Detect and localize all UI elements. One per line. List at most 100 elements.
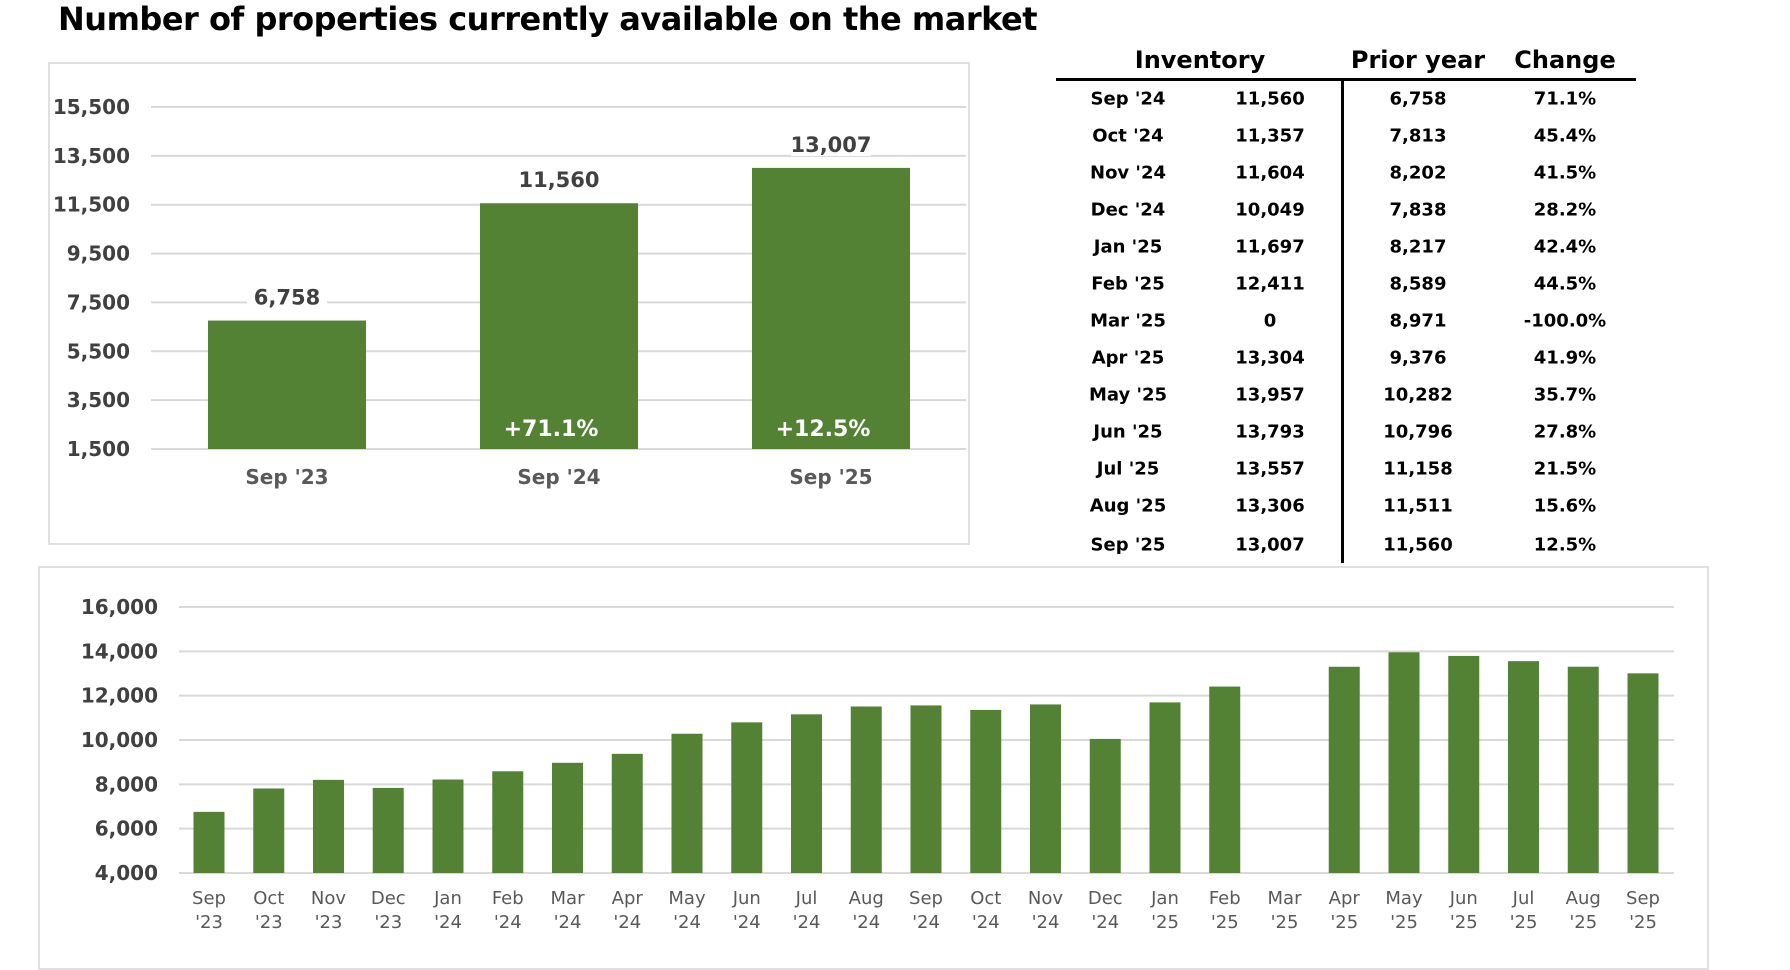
y-tick-label: 8,000	[95, 772, 158, 796]
page-title: Number of properties currently available…	[58, 0, 1038, 38]
change-cell: 28.2%	[1533, 199, 1597, 221]
inner-change-label: +71.1%	[504, 417, 599, 442]
y-tick-label: 15,500	[53, 95, 130, 119]
inner-change-label: +12.5%	[776, 417, 871, 442]
table-header: Prior year	[1350, 46, 1486, 74]
prior-year-cell: 6,758	[1389, 88, 1447, 110]
bar	[731, 722, 763, 873]
bar	[313, 779, 344, 873]
inventory-cell: 13,957	[1235, 384, 1305, 406]
y-tick-label: 7,500	[67, 290, 130, 314]
bar	[552, 762, 583, 873]
inventory-cell: 0	[1263, 310, 1277, 332]
data-label-bg	[519, 165, 599, 192]
x-tick-label: Sep '25	[1626, 888, 1660, 933]
bar	[1508, 661, 1539, 873]
y-tick-label: 16,000	[81, 595, 158, 619]
month-cell: Oct '24	[1092, 125, 1164, 147]
x-tick-label: Aug '25	[1566, 888, 1601, 933]
inventory-cell: 11,357	[1235, 125, 1305, 147]
x-tick-label: Sep '24	[517, 465, 600, 489]
y-tick-label: 14,000	[81, 639, 158, 663]
x-tick-label: Sep '25	[789, 465, 872, 489]
bar	[752, 167, 910, 449]
inventory-cell: 13,306	[1235, 495, 1305, 517]
y-tick-label: 4,000	[95, 861, 158, 885]
change-cell: 41.9%	[1533, 347, 1597, 369]
inventory-cell: 13,007	[1235, 534, 1305, 556]
bar	[372, 787, 404, 873]
bar	[1448, 655, 1480, 873]
x-tick-label: Jun '25	[1449, 888, 1478, 933]
change-cell: 41.5%	[1533, 162, 1597, 184]
prior-year-cell: 10,796	[1383, 421, 1453, 443]
change-cell: 21.5%	[1533, 458, 1597, 480]
inventory-cell: 13,793	[1235, 421, 1305, 443]
change-cell: 35.7%	[1533, 384, 1597, 406]
inventory-cell: 12,411	[1235, 273, 1305, 295]
prior-year-cell: 10,282	[1383, 384, 1453, 406]
month-cell: Jul '25	[1096, 458, 1160, 480]
data-label-bg	[247, 282, 327, 309]
x-tick-label: Oct '23	[253, 888, 284, 933]
bar	[791, 714, 822, 873]
x-tick-label: Oct '24	[970, 888, 1001, 933]
x-tick-label: Jun '24	[732, 888, 761, 933]
table-header: Inventory	[1134, 46, 1266, 74]
y-tick-label: 11,500	[53, 193, 130, 217]
month-cell: Sep '24	[1090, 88, 1166, 110]
change-cell: 42.4%	[1533, 236, 1597, 258]
bar	[1209, 686, 1241, 873]
bar	[492, 771, 524, 873]
change-cell: 71.1%	[1533, 88, 1597, 110]
month-cell: Apr '25	[1091, 347, 1165, 369]
x-tick-label: Nov '23	[311, 888, 346, 933]
month-cell: Aug '25	[1089, 495, 1167, 517]
bar	[1567, 666, 1599, 873]
prior-year-cell: 8,589	[1389, 273, 1447, 295]
bar	[193, 811, 225, 873]
y-tick-label: 9,500	[67, 242, 130, 266]
x-tick-label: Jan '25	[1150, 888, 1179, 933]
bar	[910, 705, 942, 873]
data-label: 13,007	[790, 133, 871, 157]
change-cell: 27.8%	[1533, 421, 1597, 443]
month-cell: Dec '24	[1090, 199, 1166, 221]
x-tick-label: Sep '23	[192, 888, 226, 933]
month-cell: Jun '25	[1093, 421, 1163, 443]
inventory-cell: 13,304	[1235, 347, 1305, 369]
y-tick-label: 12,000	[81, 684, 158, 708]
inventory-cell: 11,697	[1235, 236, 1305, 258]
change-cell: 12.5%	[1533, 534, 1597, 556]
y-tick-label: 6,000	[95, 817, 158, 841]
y-tick-label: 10,000	[81, 728, 158, 752]
prior-year-cell: 7,813	[1389, 125, 1447, 147]
y-tick-label: 5,500	[67, 339, 130, 363]
x-tick-label: Dec '24	[1088, 888, 1123, 933]
inventory-cell: 11,560	[1235, 88, 1305, 110]
x-tick-label: Feb '24	[492, 888, 524, 933]
inventory-cell: 13,557	[1235, 458, 1305, 480]
prior-year-cell: 7,838	[1389, 199, 1447, 221]
x-tick-label: Aug '24	[849, 888, 884, 933]
month-cell: Jan '25	[1093, 236, 1163, 258]
x-tick-label: Dec '23	[371, 888, 406, 933]
bar	[432, 779, 464, 873]
x-tick-label: Jan '24	[433, 888, 462, 933]
x-tick-label: Nov '24	[1028, 888, 1063, 933]
data-label: 11,560	[518, 168, 599, 192]
prior-year-cell: 8,217	[1389, 236, 1447, 258]
month-cell: Nov '24	[1090, 162, 1166, 184]
bar	[1627, 673, 1659, 873]
month-cell: Mar '25	[1090, 310, 1166, 332]
x-tick-label: Apr '25	[1329, 888, 1361, 933]
prior-year-cell: 8,971	[1389, 310, 1447, 332]
bar	[1149, 702, 1181, 873]
change-cell: 45.4%	[1533, 125, 1597, 147]
bar	[970, 709, 1002, 873]
x-tick-label: Apr '24	[612, 888, 644, 933]
x-tick-label: Sep '23	[245, 465, 328, 489]
data-label-bg	[791, 129, 871, 156]
change-cell: 44.5%	[1533, 273, 1597, 295]
